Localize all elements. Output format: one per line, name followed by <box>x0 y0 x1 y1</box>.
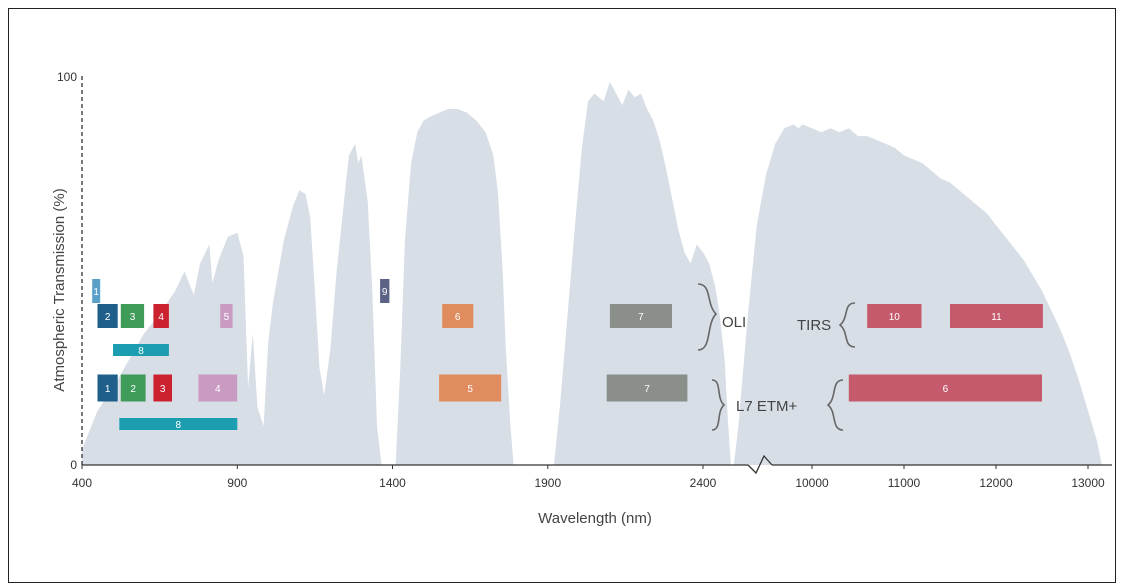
band-label-oli-1: 1 <box>93 287 99 298</box>
band-label-l7-etm--3: 3 <box>160 384 166 395</box>
band-oli-2 <box>97 304 118 328</box>
band-l7-etm--8 <box>119 418 238 430</box>
x-tick-right-10000: 10000 <box>795 476 829 490</box>
band-oli-9 <box>380 279 390 303</box>
axis-break <box>747 454 773 475</box>
x-tick-left-2400: 2400 <box>690 476 717 490</box>
band-label-oli-8: 8 <box>138 346 144 357</box>
band-label-l7-etm--1: 1 <box>105 384 111 395</box>
band-label-oli-7: 7 <box>638 312 644 323</box>
transmission-area-layer <box>82 81 1102 466</box>
oli-brace <box>697 283 718 351</box>
transmission-area-visible-nir-swir <box>82 81 731 466</box>
group-label-l7-etm: L7 ETM+ <box>736 398 798 415</box>
band-tirs-10 <box>867 304 922 328</box>
band-oli-1 <box>92 279 101 303</box>
tirs-brace <box>838 302 856 348</box>
band-label-tirs-10: 10 <box>889 312 901 323</box>
band-label-oli-2: 2 <box>105 312 111 323</box>
band-l7-etm--4 <box>198 374 238 402</box>
band-oli-4 <box>153 304 169 328</box>
x-tick-right-11000: 11000 <box>888 476 921 490</box>
band-oli-3 <box>120 304 145 328</box>
x-tick-right-12000: 12000 <box>979 476 1013 490</box>
band-label-oli-4: 4 <box>158 312 164 323</box>
band-label-oli-6: 6 <box>455 312 461 323</box>
y-tick-0: 0 <box>70 458 77 472</box>
band-label-l7-etm--7: 7 <box>644 384 650 395</box>
band-l7-etm--7 <box>606 374 688 402</box>
band-label-l7-etm--2: 2 <box>130 384 136 395</box>
band-oli-7 <box>609 304 672 328</box>
band-label-tirs-11: 11 <box>991 312 1002 323</box>
band-l7-etm--5 <box>439 374 502 402</box>
x-tick-left-400: 400 <box>72 476 92 490</box>
band-label-oli-3: 3 <box>130 312 136 323</box>
group-label-tirs: TIRS <box>797 317 831 334</box>
band-label-l7-etm--8: 8 <box>176 420 182 431</box>
sensor-group-layer: OLI TIRS L7 ETM+ <box>697 283 856 431</box>
band-oli-8 <box>113 344 169 356</box>
y-tick-100: 100 <box>57 70 77 84</box>
band-label-oli-9: 9 <box>382 287 388 298</box>
axis-layer: 100 0 Atmospheric Transmission (%) Wavel… <box>51 70 1112 527</box>
band-oli-5 <box>220 304 233 328</box>
band-oli-6 <box>442 304 474 328</box>
x-tick-layer: 400 900 1400 1900 2400 10000 11000 12000 13000 <box>72 465 1105 490</box>
y-axis-title: Atmospheric Transmission (%) <box>51 188 68 391</box>
band-tirs-11 <box>950 304 1043 328</box>
x-tick-left-900: 900 <box>227 476 247 490</box>
band-l7-etm--2 <box>120 374 146 402</box>
band-label-l7-etm--4: 4 <box>215 384 221 395</box>
band-l7-etm--3 <box>153 374 172 402</box>
x-tick-left-1900: 1900 <box>534 476 561 490</box>
band-label-l7-etm--6: 6 <box>943 384 949 395</box>
x-axis-title: Wavelength (nm) <box>538 510 652 527</box>
group-label-oli: OLI <box>722 314 746 331</box>
x-tick-right-13000: 13000 <box>1071 476 1105 490</box>
band-l7-etm--1 <box>97 374 118 402</box>
band-l7-etm--6 <box>848 374 1042 402</box>
x-tick-left-1400: 1400 <box>379 476 406 490</box>
band-label-l7-etm--5: 5 <box>467 384 473 395</box>
band-label-oli-5: 5 <box>224 312 230 323</box>
etm-brace-right <box>826 379 844 431</box>
etm-brace-left <box>711 379 726 431</box>
